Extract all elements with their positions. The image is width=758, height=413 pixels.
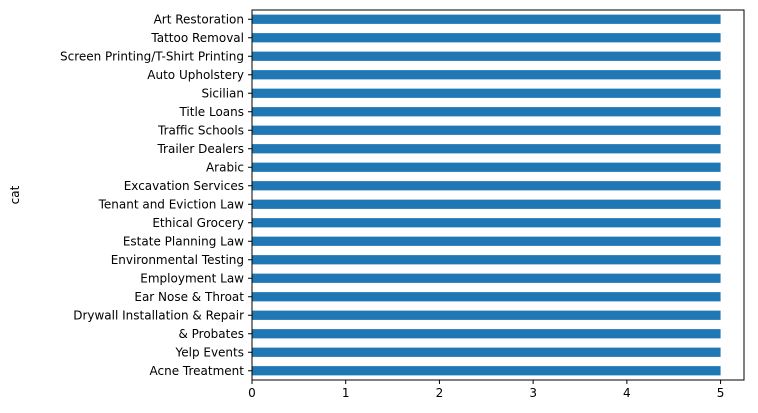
y-tick-label: Trailer Dealers — [156, 142, 244, 156]
y-tick-label: Art Restoration — [154, 12, 244, 26]
bar — [252, 218, 721, 228]
y-tick-label: Traffic Schools — [157, 123, 244, 137]
y-axis-label: cat — [8, 185, 22, 204]
y-tick-label: Screen Printing/T-Shirt Printing — [60, 49, 244, 63]
y-tick-label: Drywall Installation & Repair — [73, 308, 244, 322]
bar — [252, 329, 721, 339]
y-tick-label: Sicilian — [201, 86, 244, 100]
bar — [252, 199, 721, 209]
bar — [252, 70, 721, 80]
y-tick-label: Employment Law — [140, 271, 244, 285]
x-ticks-group: 0 1 2 3 4 5 — [248, 380, 724, 400]
y-tick-label: Excavation Services — [124, 179, 244, 193]
bar — [252, 51, 721, 61]
bar — [252, 255, 721, 265]
bar — [252, 273, 721, 283]
y-tick-label: Ethical Grocery — [152, 216, 244, 230]
x-tick-label: 4 — [623, 386, 631, 400]
y-tick-label: Ear Nose & Throat — [134, 290, 244, 304]
bar — [252, 162, 721, 172]
y-tick-label: Yelp Events — [174, 345, 244, 359]
y-tick-label: Title Loans — [178, 105, 244, 119]
y-tick-label: Arabic — [206, 160, 244, 174]
y-tick-label: Tenant and Eviction Law — [98, 197, 245, 211]
bar — [252, 310, 721, 320]
y-tick-label: Tattoo Removal — [150, 31, 244, 45]
bar — [252, 107, 721, 117]
x-tick-label: 3 — [529, 386, 537, 400]
y-ticks-group: Art Restoration Tattoo Removal Screen Prin… — [60, 12, 252, 378]
x-tick-label: 1 — [342, 386, 350, 400]
x-tick-label: 2 — [436, 386, 444, 400]
bar — [252, 347, 721, 357]
bar — [252, 33, 721, 43]
bar — [252, 144, 721, 154]
bar — [252, 366, 721, 376]
bar — [252, 125, 721, 135]
x-tick-label: 5 — [717, 386, 725, 400]
y-tick-label: Acne Treatment — [150, 364, 245, 378]
bars-group — [252, 14, 721, 376]
x-tick-label: 0 — [248, 386, 256, 400]
plot-frame — [251, 9, 745, 381]
y-tick-label: Environmental Testing — [111, 253, 244, 267]
bar — [252, 292, 721, 302]
y-tick-label: Estate Planning Law — [123, 234, 244, 248]
bar — [252, 14, 721, 24]
bar — [252, 236, 721, 246]
bar — [252, 181, 721, 191]
y-tick-label: Auto Upholstery — [147, 68, 244, 82]
y-tick-label: & Probates — [178, 327, 244, 341]
bar — [252, 88, 721, 98]
